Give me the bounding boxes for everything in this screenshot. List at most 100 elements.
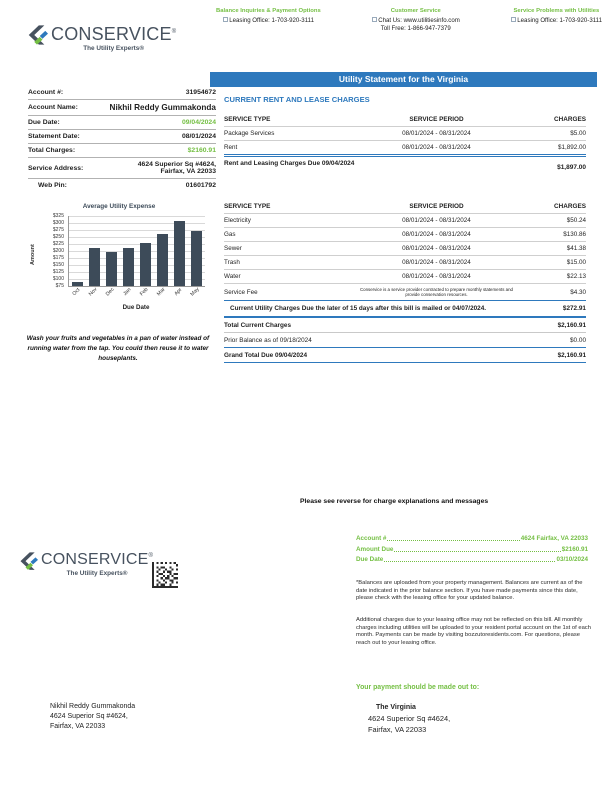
col-header-charges: CHARGES: [554, 116, 586, 123]
logo-text: CONSERVICE® The Utility Experts®: [51, 25, 176, 52]
phone-icon: [510, 16, 516, 22]
y-tick-label: $150: [52, 261, 64, 268]
bar-group: Nov: [87, 216, 103, 297]
cell-service-period: 08/01/2024 - 08/31/2024: [359, 231, 514, 238]
qr-code: [152, 562, 178, 588]
cell-charge: $130.86: [563, 231, 586, 238]
y-tick-label: $325: [52, 212, 64, 219]
contact-line-text: Leasing Office: 1-703-920-3111: [229, 16, 314, 24]
rent-total-row: Rent and Leasing Charges Due 09/04/2024 …: [224, 154, 586, 173]
x-tick-label: Feb: [138, 286, 149, 298]
x-tick-label: Mar: [155, 286, 166, 298]
cell-service-period: Conservice is a service provider contrac…: [359, 287, 514, 297]
cell-service-type: Trash: [224, 259, 240, 266]
y-tick-label: $175: [52, 254, 64, 261]
phone-icon: [222, 16, 228, 22]
cell-period-text: 08/01/2024 - 08/31/2024: [402, 231, 471, 238]
account-row: Account Name: Nikhil Reddy Gummakonda: [28, 100, 216, 116]
x-tick-label: Jan: [121, 286, 132, 298]
cell-period-text: 08/01/2024 - 08/31/2024: [402, 245, 471, 252]
chart-plot: Oct Nov Dec Jan Feb Mar Apr May: [68, 216, 205, 298]
remittance-line: Amount Due $2160.91: [356, 546, 588, 553]
cell-service-period: 08/01/2024 - 08/31/2024: [359, 273, 514, 280]
conservice-logo: CONSERVICE® The Utility Experts®: [26, 25, 176, 52]
cell-period-text: 08/01/2024 - 08/31/2024: [402, 273, 471, 280]
x-tick-label: Apr: [172, 287, 183, 297]
cell-service-type: Water: [224, 273, 241, 280]
total-row-charge: $2,160.91: [557, 321, 586, 329]
account-row-value: Nikhil Reddy Gummakonda: [109, 103, 216, 112]
cell-charge: $15.00: [566, 259, 586, 266]
current-utility-charge: $272.91: [562, 305, 586, 312]
y-tick-label: $100: [52, 275, 64, 282]
mailing-name: Nikhil Reddy Gummakonda: [50, 703, 136, 710]
chart-x-axis-label: Due Date: [122, 304, 150, 311]
contact-line-text: Chat Us: www.utilitiesinfo.com: [378, 16, 460, 24]
logo-text: CONSERVICE® The Utility Experts®: [41, 551, 154, 578]
utility-charges-table: SERVICE TYPE SERVICE PERIOD CHARGES Elec…: [224, 201, 586, 363]
phone-icon: [371, 16, 377, 22]
table-row: Electricity 08/01/2024 - 08/31/2024 $50.…: [224, 213, 586, 227]
table-row: Sewer 08/01/2024 - 08/31/2024 $41.38: [224, 241, 586, 255]
cell-service-period: 08/01/2024 - 08/31/2024: [359, 259, 514, 266]
chart-y-ticks: $325 $300 $275 $250 $225 $200 $175 $150 $125 $100…: [40, 212, 66, 289]
x-tick-label: Dec: [104, 286, 116, 298]
col-header-service-period: SERVICE PERIOD: [409, 203, 464, 210]
y-tick-label: $200: [52, 247, 64, 254]
payee-block: The Virginia 4624 Superior Sq #4624, Fai…: [368, 703, 450, 735]
current-utility-label: Current Utility Charges Due the later of…: [230, 305, 487, 312]
total-row: Prior Balance as of 09/18/2024 $0.00: [224, 333, 586, 348]
remittance-line: Due Date 03/10/2024: [356, 556, 588, 563]
account-row-label: Web Pin:: [38, 182, 67, 189]
account-row-label: Due Date:: [28, 119, 60, 126]
table-header-row: SERVICE TYPE SERVICE PERIOD CHARGES: [224, 114, 586, 126]
total-row-charge: $0.00: [570, 336, 586, 344]
account-row-value: $2160.91: [187, 147, 216, 154]
col-header-charges: CHARGES: [554, 203, 586, 210]
bar-group: Feb: [138, 216, 154, 297]
y-tick-label: $250: [52, 233, 64, 240]
statement-totals: Total Current Charges $2,160.91 Prior Ba…: [224, 318, 586, 363]
bar: [72, 281, 83, 286]
cell-period-text: 08/01/2024 - 08/31/2024: [402, 259, 471, 266]
contact-column: Customer Service Chat Us: www.utilitiesi…: [371, 8, 460, 33]
total-row: Total Current Charges $2,160.91: [224, 318, 586, 333]
bar: [123, 248, 134, 286]
account-row: Statement Date: 08/01/2024: [28, 130, 216, 144]
account-row-value: 01601792: [185, 182, 216, 189]
cell-period-text: 08/01/2024 - 08/31/2024: [402, 217, 471, 224]
cell-charge: $50.24: [566, 217, 586, 224]
rent-total-label: Rent and Leasing Charges Due 09/04/2024: [224, 160, 355, 167]
chart-title: Average Utility Expense: [82, 203, 156, 210]
statement-title-bar: Utility Statement for the Virginia: [210, 72, 597, 87]
logo-wordmark: CONSERVICE®: [51, 24, 177, 44]
cell-charge: $4.30: [570, 288, 586, 296]
rent-total-charge: $1,897.00: [557, 164, 586, 171]
remittance-value: $2160.91: [561, 545, 588, 553]
contact-header: Balance Inquiries & Payment Options Leas…: [216, 8, 602, 33]
table-row: Rent 08/01/2024 - 08/31/2024 $1,892.00: [224, 140, 586, 154]
contact-line: Leasing Office: 1-703-920-3111: [510, 16, 602, 25]
cell-charge: $41.38: [566, 245, 586, 252]
x-tick-label: Oct: [70, 287, 81, 297]
cell-service-type: Gas: [224, 231, 236, 238]
bar: [106, 252, 117, 286]
y-tick-label: $275: [52, 226, 64, 233]
cell-service-type: Rent: [224, 144, 238, 151]
logo-wordmark: CONSERVICE®: [41, 551, 154, 568]
bar-group: Oct: [70, 216, 86, 297]
payee-address-line2: Fairfax, VA 22033: [368, 724, 427, 734]
mailing-address-block: Nikhil Reddy Gummakonda 4624 Superior Sq…: [50, 702, 135, 732]
dotted-leader: [387, 540, 520, 541]
bar: [191, 231, 202, 286]
y-tick-label: $125: [52, 268, 64, 275]
mailing-address-line1: 4624 Superior Sq #4624,: [50, 713, 128, 721]
y-tick-label: $300: [52, 219, 64, 226]
bar-group: Jan: [121, 216, 137, 297]
y-tick-label: $225: [52, 240, 64, 247]
logo-tagline: The Utility Experts®: [66, 570, 128, 577]
account-row-label: Account Name:: [28, 104, 78, 111]
account-row-label: Account #:: [28, 89, 64, 96]
bar: [174, 220, 185, 286]
remittance-value: 4624 Fairfax, VA 22033: [520, 535, 588, 542]
